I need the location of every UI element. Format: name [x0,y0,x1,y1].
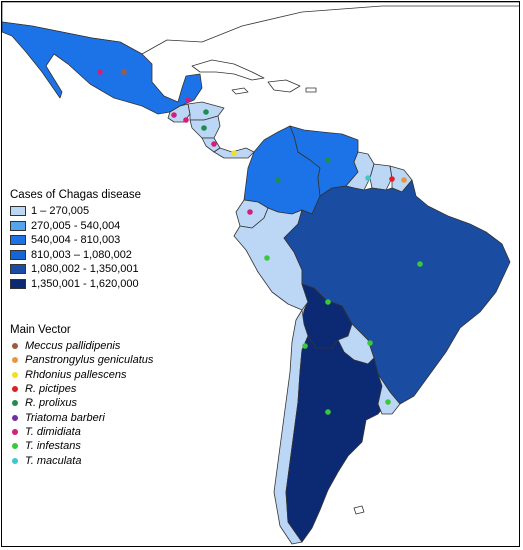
vector-legend-label: Rhdonius pallescens [25,368,127,381]
cases-legend: Cases of Chagas disease 1 – 270,005 270,… [10,189,141,291]
vector-legend-row: R. prolixus [10,396,153,410]
vector-marker [367,340,373,346]
vector-legend-label: R. pictipes [25,383,77,396]
vector-marker [231,150,237,156]
cases-legend-title: Cases of Chagas disease [10,189,142,201]
region-puerto-rico [305,87,317,93]
vector-legend-label: T. dimidiata [25,425,81,438]
vector-legend-label: R. prolixus [25,397,77,410]
vector-legend-row: Rhdonius pallescens [10,368,153,382]
vector-legend-label: Triatoma barberi [25,411,105,424]
cases-legend-label: 1,080,002 - 1,350,001 [31,263,139,276]
cases-swatch [10,220,26,231]
vector-legend: Main Vector Meccus pallidipenis Panstron… [10,324,153,468]
vector-marker [203,109,209,115]
vector-marker [389,176,395,182]
cases-swatch [10,278,26,289]
vector-marker [417,261,423,267]
vector-dot [12,343,18,350]
region-argentina [285,335,387,543]
cases-swatch [10,206,26,217]
vector-marker [325,409,331,415]
vector-dot [12,457,18,464]
cases-swatch [10,235,26,246]
cases-legend-row: 810,003 – 1,080,002 [10,248,141,263]
vector-marker [302,343,308,349]
vector-legend-label: Meccus pallidipenis [25,340,121,353]
cases-legend-row: 1 – 270,005 [10,204,141,219]
vector-marker [275,177,281,183]
region-suriname [369,163,393,191]
vector-marker [401,177,407,183]
vector-dot [12,357,18,364]
cases-swatch [10,264,26,275]
vector-marker [365,175,371,181]
vector-marker [183,117,189,123]
vector-marker [264,255,270,261]
vector-dot [12,371,18,378]
vector-legend-label: T. maculata [25,454,82,467]
vector-dot [12,414,18,421]
vector-dot [12,386,18,393]
vector-legend-row: R. pictipes [10,382,153,396]
cases-legend-label: 540,004 - 810,003 [31,234,121,247]
vector-legend-title: Main Vector [10,324,71,336]
vector-legend-row: T. infestans [10,439,153,453]
vector-marker [171,112,177,118]
vector-marker [385,399,391,405]
cases-legend-row: 1,350,001 - 1,620,000 [10,277,141,292]
cases-legend-label: 1,350,001 - 1,620,000 [31,277,139,290]
region-jamaica [231,87,249,95]
region-falklands [353,505,365,515]
vector-legend-row: T. maculata [10,453,153,467]
cases-legend-row: 1,080,002 - 1,350,001 [10,262,141,277]
vector-marker [325,157,331,163]
cases-legend-label: 270,005 - 540,004 [31,219,121,232]
vector-dot [12,443,18,450]
vector-legend-label: T. infestans [25,440,81,453]
cases-legend-row: 540,004 - 810,003 [10,233,141,248]
cases-legend-label: 1 – 270,005 [31,205,90,218]
vector-marker [325,299,331,305]
vector-marker [121,69,127,75]
vector-marker [185,97,191,103]
vector-dot [12,428,18,435]
vector-dot [12,400,18,407]
region-hispaniola [267,79,301,93]
region-cuba [191,59,265,81]
region-uruguay [377,373,401,415]
vector-marker [97,69,103,75]
vector-legend-row: T. dimidiata [10,425,153,439]
vector-legend-row: Panstrongylus geniculatus [10,353,153,367]
cases-legend-row: 270,005 - 540,004 [10,219,141,234]
vector-legend-row: Meccus pallidipenis [10,339,153,353]
vector-legend-row: Triatoma barberi [10,410,153,424]
cases-legend-label: 810,003 – 1,080,002 [31,248,132,261]
vector-marker [201,125,207,131]
cases-swatch [10,249,26,260]
vector-marker [247,209,253,215]
vector-legend-label: Panstrongylus geniculatus [25,354,154,367]
vector-marker [211,141,217,147]
